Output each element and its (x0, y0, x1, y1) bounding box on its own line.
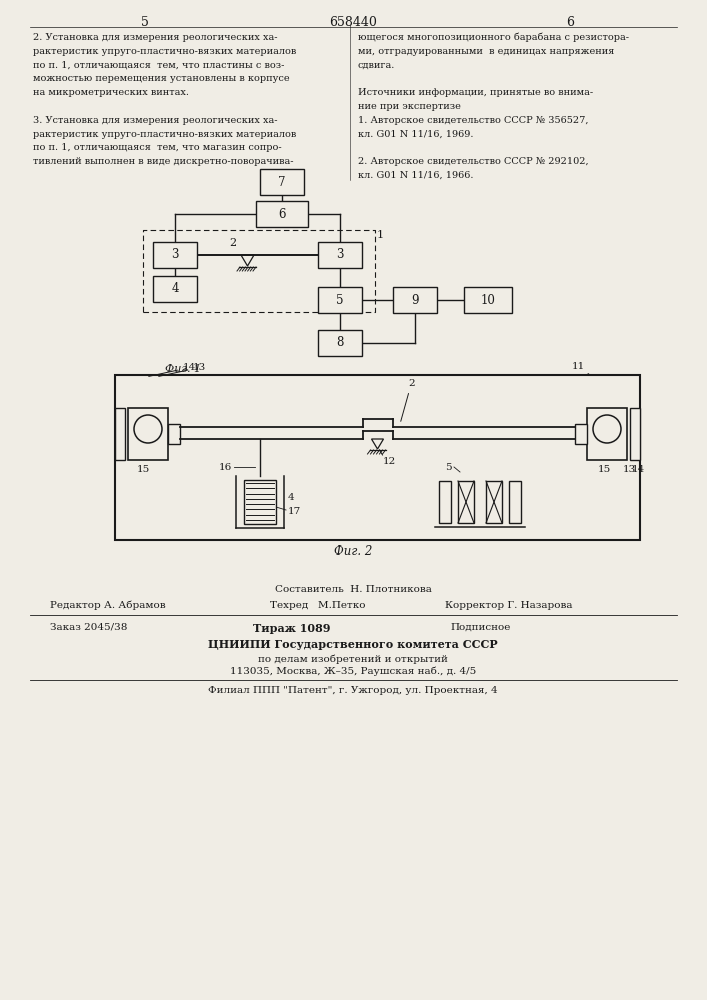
Text: 3: 3 (337, 248, 344, 261)
Text: 13: 13 (158, 363, 206, 376)
Text: 4: 4 (288, 492, 295, 502)
Bar (168, 424, 180, 444)
Text: 6: 6 (279, 208, 286, 221)
Text: 11: 11 (572, 362, 590, 375)
Text: Техред   М.Петко: Техред М.Петко (270, 601, 366, 610)
Bar (318, 242, 362, 268)
Bar (486, 481, 502, 523)
Text: 13: 13 (623, 465, 636, 474)
Text: Заказ 2045/38: Заказ 2045/38 (50, 623, 127, 632)
Text: рактеристик упруго-пластично-вязких материалов: рактеристик упруго-пластично-вязких мате… (33, 130, 296, 139)
Text: кл. G01 N 11/16, 1969.: кл. G01 N 11/16, 1969. (358, 130, 474, 139)
Text: можностью перемещения установлены в корпусе: можностью перемещения установлены в корп… (33, 74, 290, 83)
Text: 17: 17 (288, 508, 301, 516)
Text: ЦНИИПИ Государственного комитета СССР: ЦНИИПИ Государственного комитета СССР (208, 639, 498, 650)
Bar (244, 480, 276, 524)
Text: Фиг. 2: Фиг. 2 (334, 545, 372, 558)
Text: 15: 15 (136, 465, 150, 474)
Text: Редактор А. Абрамов: Редактор А. Абрамов (50, 601, 165, 610)
Bar (464, 287, 512, 313)
Text: 5: 5 (141, 16, 149, 29)
Text: 15: 15 (597, 465, 611, 474)
Bar (153, 242, 197, 268)
Text: 2. Установка для измерения реологических ха-: 2. Установка для измерения реологических… (33, 33, 278, 42)
Bar (260, 169, 304, 195)
Text: Корректор Г. Назарова: Корректор Г. Назарова (445, 601, 573, 610)
Text: 16: 16 (218, 462, 232, 472)
Text: сдвига.: сдвига. (358, 61, 395, 70)
Bar (256, 201, 308, 227)
Text: ние при экспертизе: ние при экспертизе (358, 102, 461, 111)
Text: 113035, Москва, Ж–35, Раушская наб., д. 4/5: 113035, Москва, Ж–35, Раушская наб., д. … (230, 667, 476, 676)
Text: Подписное: Подписное (450, 623, 510, 632)
Bar (587, 408, 627, 460)
Text: 1. Авторское свидетельство СССР № 356527,: 1. Авторское свидетельство СССР № 356527… (358, 116, 588, 125)
Bar (318, 330, 362, 356)
Bar (393, 287, 437, 313)
Bar (128, 408, 168, 460)
Bar (458, 481, 474, 523)
Bar (115, 408, 125, 460)
Bar (630, 408, 640, 460)
Bar (439, 481, 451, 523)
Bar (318, 287, 362, 313)
Text: 1: 1 (377, 230, 384, 240)
Bar (115, 375, 640, 540)
Text: Тираж 1089: Тираж 1089 (253, 623, 330, 634)
Bar (509, 481, 521, 523)
Text: ющегося многопозиционного барабана с резистора-: ющегося многопозиционного барабана с рез… (358, 33, 629, 42)
Text: 6: 6 (566, 16, 574, 29)
Text: 3. Установка для измерения реологических ха-: 3. Установка для измерения реологических… (33, 116, 278, 125)
Text: ми, отградуированными  в единицах напряжения: ми, отградуированными в единицах напряже… (358, 47, 614, 56)
Text: по п. 1, отличающаяся  тем, что пластины с воз-: по п. 1, отличающаяся тем, что пластины … (33, 61, 284, 70)
Text: 10: 10 (481, 294, 496, 306)
Text: 658440: 658440 (329, 16, 377, 29)
Text: по п. 1, отличающаяся  тем, что магазин сопро-: по п. 1, отличающаяся тем, что магазин с… (33, 143, 281, 152)
Text: 7: 7 (279, 176, 286, 188)
Text: по делам изобретений и открытий: по делам изобретений и открытий (258, 654, 448, 664)
Text: кл. G01 N 11/16, 1966.: кл. G01 N 11/16, 1966. (358, 171, 474, 180)
Text: на микрометрических винтах.: на микрометрических винтах. (33, 88, 189, 97)
Text: 2: 2 (401, 379, 414, 421)
Text: Филиал ППП "Патент", г. Ужгород, ул. Проектная, 4: Филиал ППП "Патент", г. Ужгород, ул. Про… (208, 686, 498, 695)
Text: 8: 8 (337, 336, 344, 350)
Text: тивлений выполнен в виде дискретно-поворачива-: тивлений выполнен в виде дискретно-повор… (33, 157, 293, 166)
Text: 2. Авторское свидетельство СССР № 292102,: 2. Авторское свидетельство СССР № 292102… (358, 157, 589, 166)
Text: 5: 5 (445, 462, 452, 472)
Text: 9: 9 (411, 294, 419, 306)
Text: 2: 2 (229, 238, 236, 248)
Bar (575, 424, 587, 444)
Text: 14: 14 (632, 465, 645, 474)
Text: 12: 12 (382, 457, 396, 466)
Text: Фиг. 1: Фиг. 1 (165, 364, 201, 374)
Text: 14: 14 (148, 363, 197, 376)
Text: рактеристик упруго-пластично-вязких материалов: рактеристик упруго-пластично-вязких мате… (33, 47, 296, 56)
Text: 4: 4 (171, 282, 179, 296)
Text: Источники информации, принятые во внима-: Источники информации, принятые во внима- (358, 88, 593, 97)
Text: 3: 3 (171, 248, 179, 261)
Text: 5: 5 (337, 294, 344, 306)
Bar (153, 276, 197, 302)
Text: Составитель  Н. Плотникова: Составитель Н. Плотникова (274, 585, 431, 594)
